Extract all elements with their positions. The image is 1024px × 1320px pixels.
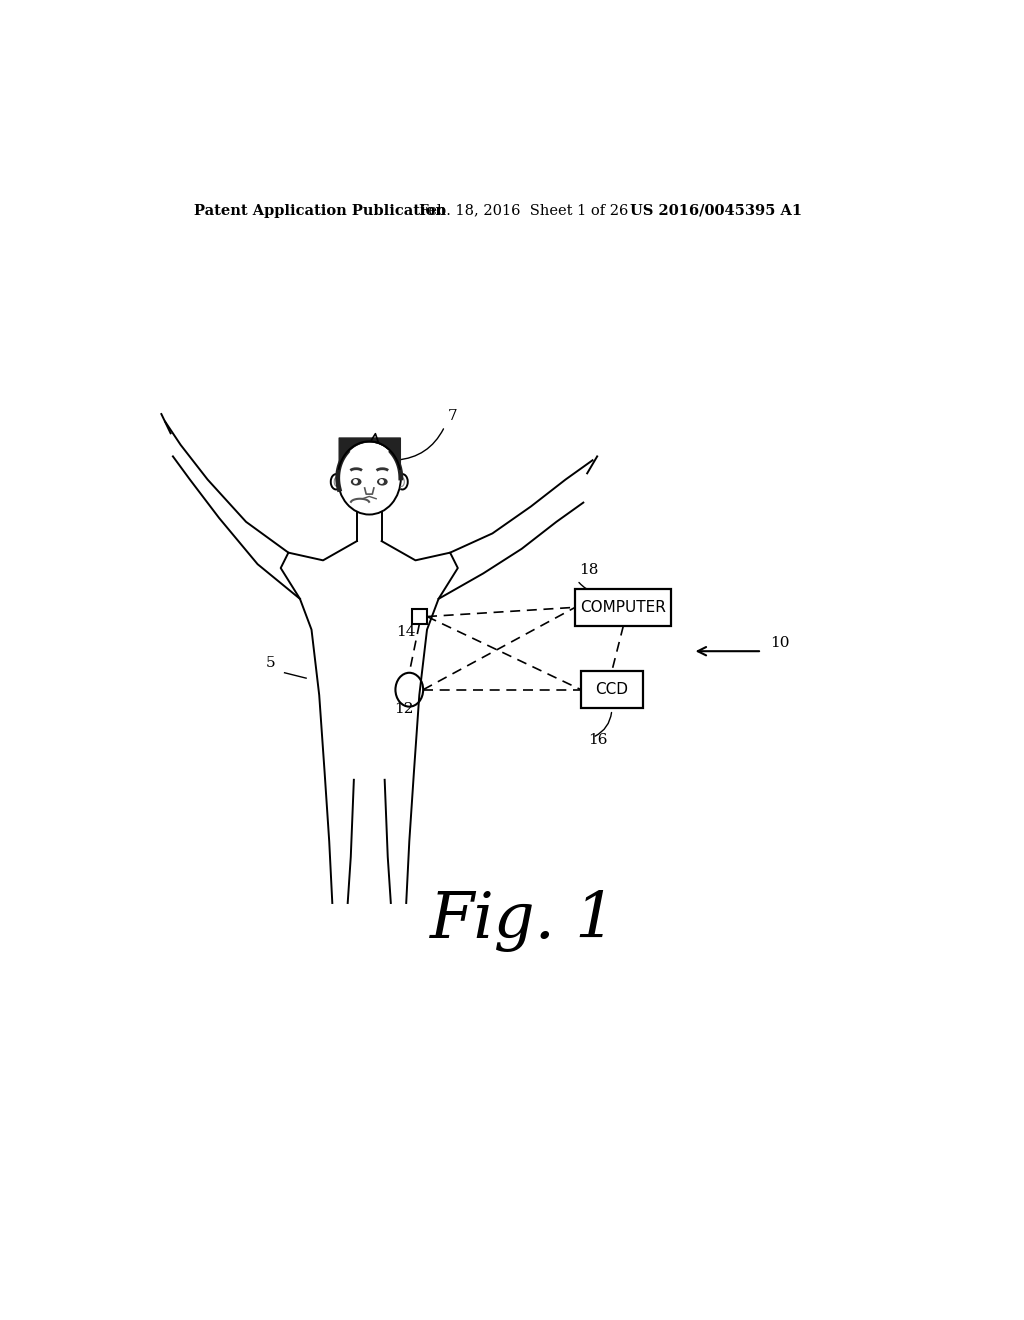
Bar [575, 589, 672, 626]
Text: 16: 16 [588, 733, 607, 747]
Text: COMPUTER: COMPUTER [581, 599, 667, 615]
Text: 7: 7 [447, 409, 458, 424]
Text: Fig. 1: Fig. 1 [430, 890, 616, 952]
Text: Feb. 18, 2016  Sheet 1 of 26: Feb. 18, 2016 Sheet 1 of 26 [419, 203, 629, 218]
Bar [412, 609, 427, 624]
Text: US 2016/0045395 A1: US 2016/0045395 A1 [630, 203, 802, 218]
Text: 14: 14 [396, 624, 416, 639]
Text: Patent Application Publication: Patent Application Publication [195, 203, 446, 218]
Text: 18: 18 [579, 564, 598, 577]
Text: 5: 5 [265, 656, 274, 671]
Ellipse shape [351, 479, 360, 484]
Text: CCD: CCD [595, 682, 629, 697]
Text: 12: 12 [394, 702, 414, 715]
Text: 10: 10 [770, 636, 790, 651]
Bar [581, 671, 643, 708]
Ellipse shape [378, 479, 387, 484]
